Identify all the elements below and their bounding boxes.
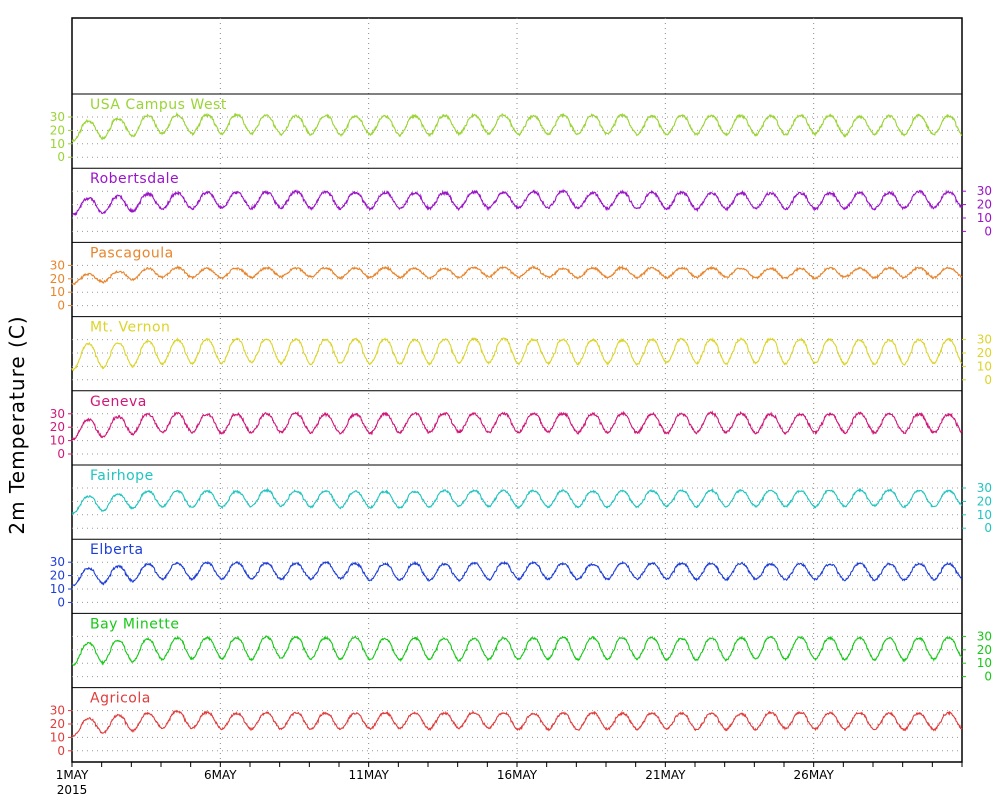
x-tick-label: 16MAY bbox=[497, 768, 538, 782]
y-tick-label: 20 bbox=[50, 272, 65, 286]
y-tick-label: 10 bbox=[50, 434, 65, 448]
series-line bbox=[71, 410, 963, 441]
y-tick-label: 0 bbox=[57, 447, 65, 461]
series-label: Agricola bbox=[90, 691, 151, 707]
series-label: Geneva bbox=[90, 394, 147, 410]
y-tick-label: 0 bbox=[57, 150, 65, 164]
y-tick-label: 20 bbox=[50, 420, 65, 434]
series-label: Fairhope bbox=[90, 468, 154, 484]
plot-frame bbox=[71, 17, 963, 763]
series-line bbox=[71, 560, 963, 587]
series-line bbox=[71, 487, 963, 515]
y-tick-label: 10 bbox=[977, 656, 992, 670]
series-line bbox=[71, 265, 963, 286]
series-line bbox=[72, 709, 963, 737]
y-tick-label: 20 bbox=[977, 346, 992, 360]
y-tick-label: 10 bbox=[977, 508, 992, 522]
series-line bbox=[71, 111, 963, 143]
x-tick-label: 21MAY bbox=[645, 768, 686, 782]
y-tick-label: 30 bbox=[50, 110, 65, 124]
y-tick-label: 30 bbox=[977, 184, 992, 198]
series-label: Mt. Vernon bbox=[90, 320, 170, 336]
y-tick-label: 10 bbox=[50, 582, 65, 596]
y-tick-label: 0 bbox=[984, 373, 992, 387]
y-tick-label: 30 bbox=[50, 555, 65, 569]
series-label: USA Campus West bbox=[90, 97, 227, 113]
x-tick-label: 26MAY bbox=[794, 768, 835, 782]
y-tick-label: 20 bbox=[50, 123, 65, 137]
y-tick-label: 10 bbox=[50, 285, 65, 299]
series-line bbox=[71, 635, 963, 667]
y-tick-label: 30 bbox=[977, 481, 992, 495]
y-tick-label: 0 bbox=[984, 521, 992, 535]
y-tick-label: 30 bbox=[977, 629, 992, 643]
y-tick-label: 0 bbox=[57, 299, 65, 313]
y-tick-label: 30 bbox=[977, 333, 992, 347]
y-tick-label: 10 bbox=[977, 211, 992, 225]
y-tick-label: 0 bbox=[984, 670, 992, 684]
series-label: Robertsdale bbox=[90, 171, 179, 187]
y-tick-label: 0 bbox=[984, 224, 992, 238]
series-label: Elberta bbox=[90, 542, 144, 558]
y-tick-label: 20 bbox=[50, 569, 65, 583]
y-tick-label: 10 bbox=[50, 730, 65, 744]
y-tick-label: 10 bbox=[977, 359, 992, 373]
y-tick-label: 20 bbox=[977, 198, 992, 212]
x-tick-label: 6MAY bbox=[204, 768, 237, 782]
x-tick-label: 11MAY bbox=[349, 768, 390, 782]
series-label: Bay Minette bbox=[90, 616, 179, 632]
series-label: Pascagoula bbox=[90, 245, 174, 261]
y-tick-label: 20 bbox=[50, 717, 65, 731]
y-tick-label: 30 bbox=[50, 407, 65, 421]
y-tick-label: 0 bbox=[57, 744, 65, 758]
y-tick-label: 30 bbox=[50, 704, 65, 718]
x-year-label: 2015 bbox=[57, 783, 88, 797]
y-tick-label: 0 bbox=[57, 595, 65, 609]
series-line bbox=[71, 337, 963, 372]
y-tick-label: 20 bbox=[977, 643, 992, 657]
series-line bbox=[71, 188, 963, 217]
x-tick-label: 1MAY bbox=[56, 768, 89, 782]
y-tick-label: 20 bbox=[977, 494, 992, 508]
y-tick-label: 30 bbox=[50, 258, 65, 272]
y-axis-title: 2m Temperature (C) bbox=[5, 315, 29, 534]
y-tick-label: 10 bbox=[50, 137, 65, 151]
